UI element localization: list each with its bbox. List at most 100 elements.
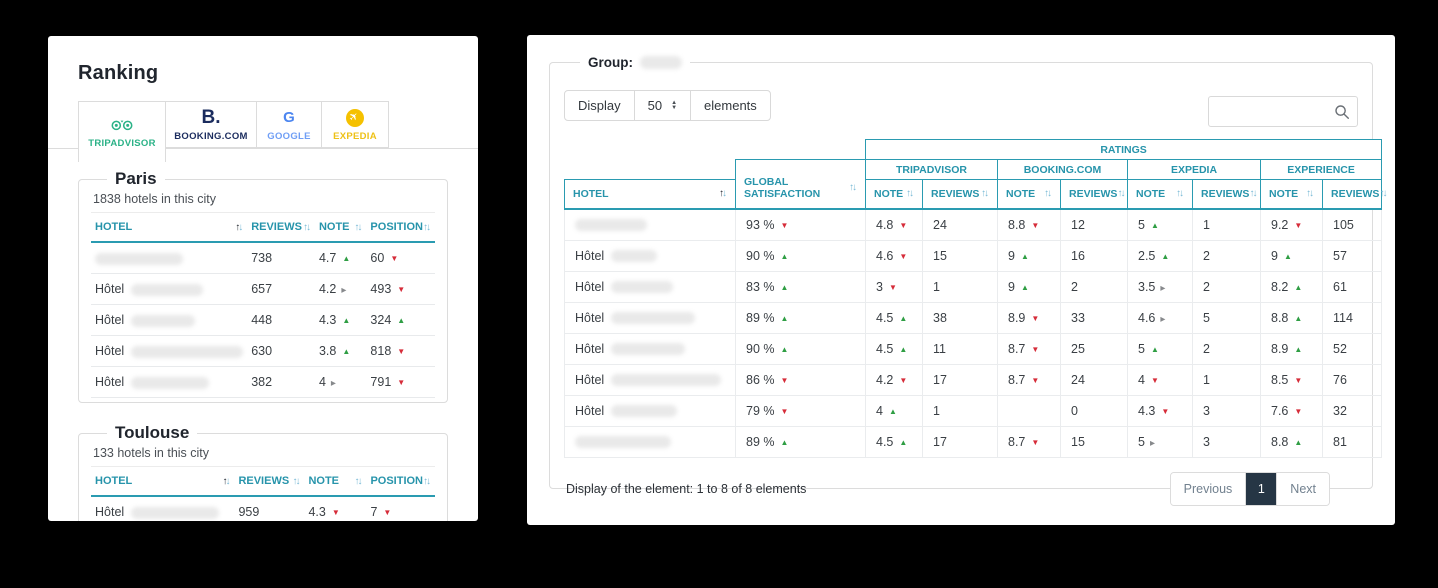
reviews-cell: 1 bbox=[1192, 208, 1261, 241]
col-header-position[interactable]: POSITION ↑↓ bbox=[366, 466, 435, 497]
cell-value: 5 bbox=[1138, 341, 1145, 356]
trend-up-icon: ▲ bbox=[1020, 282, 1029, 292]
city-subtitle: 1838 hotels in this city bbox=[93, 192, 216, 206]
trend-up-icon: ▲ bbox=[342, 347, 351, 356]
sort-icon[interactable]: ↑↓ bbox=[1249, 188, 1258, 200]
sort-icon[interactable]: ↑↓ bbox=[1379, 188, 1388, 200]
hotel-cell bbox=[564, 425, 736, 458]
tab-tripadvisor[interactable]: TRIPADVISOR bbox=[78, 101, 166, 162]
cell-value: 3 bbox=[1203, 434, 1210, 449]
sort-icon[interactable]: ↑↓ bbox=[423, 221, 431, 233]
col-header-position[interactable]: POSITION ↑↓ bbox=[366, 212, 435, 243]
col-header-reviews[interactable]: REVIEWS ↑↓ bbox=[1321, 179, 1387, 210]
trend-up-icon: ▲ bbox=[342, 254, 351, 263]
city-subtitle: 133 hotels in this city bbox=[93, 446, 210, 460]
reviews-cell: 15 bbox=[922, 239, 998, 272]
search-input[interactable] bbox=[1208, 96, 1358, 127]
note-cell: 8.7 ▼ bbox=[997, 363, 1061, 396]
redacted-hotel-name bbox=[575, 219, 647, 232]
hotel-cell: Hôtel bbox=[564, 270, 736, 303]
sort-icon[interactable]: ↑↓ bbox=[1117, 188, 1126, 200]
trend-flat-icon: ▸ bbox=[341, 285, 347, 296]
table-row: Hôtel 382 4 ▸ 791 ▼ bbox=[91, 366, 435, 398]
sort-icon[interactable]: ↑↓ bbox=[354, 221, 363, 233]
page-size-select[interactable]: 50 ▲ ▼ bbox=[633, 90, 692, 121]
col-header-reviews[interactable]: REVIEWS ↑↓ bbox=[922, 179, 998, 210]
trend-flat-icon: ▸ bbox=[1160, 313, 1166, 325]
sort-icon[interactable]: ↑↓ bbox=[292, 475, 301, 487]
sort-icon[interactable]: ↑↓ bbox=[222, 475, 231, 487]
redacted-hotel-name bbox=[611, 312, 696, 325]
sort-icon[interactable]: ↑↓ bbox=[1044, 188, 1052, 200]
redacted-hotel-name bbox=[131, 283, 204, 296]
note-cell: 3.5 ▸ bbox=[1127, 270, 1193, 303]
trend-down-icon: ▼ bbox=[397, 285, 406, 294]
col-header-reviews[interactable]: REVIEWS ↑↓ bbox=[234, 466, 305, 497]
sort-icon[interactable]: ↑↓ bbox=[354, 475, 363, 487]
cell-value: 8.8 bbox=[1008, 217, 1026, 232]
hotel-cell: Hôtel bbox=[91, 273, 248, 305]
col-header-reviews[interactable]: REVIEWS ↑↓ bbox=[1060, 179, 1128, 210]
next-page-button[interactable]: Next bbox=[1277, 472, 1329, 505]
tab-expedia[interactable]: ✈ EXPEDIA bbox=[321, 101, 389, 148]
tripadvisor-owl-icon bbox=[111, 115, 133, 135]
trend-down-icon: ▼ bbox=[1031, 344, 1040, 354]
col-header-note[interactable]: NOTE ↑↓ bbox=[865, 179, 923, 210]
sort-icon[interactable]: ↑↓ bbox=[849, 182, 857, 193]
col-label: REVIEWS bbox=[931, 187, 980, 200]
table-controls: Display 50 ▲ ▼ elements bbox=[564, 90, 1358, 127]
note-cell: 4.6 ▸ bbox=[1127, 301, 1193, 334]
note-cell: 4.2 ▸ bbox=[314, 273, 367, 305]
sort-icon[interactable]: ↑↓ bbox=[719, 188, 727, 200]
note-cell: 4.2 ▼ bbox=[865, 363, 923, 396]
reviews-cell: 25 bbox=[1060, 332, 1128, 365]
page-number-button[interactable]: 1 bbox=[1245, 472, 1278, 505]
cell-value: 4.5 bbox=[876, 341, 894, 356]
tab-booking-com[interactable]: B. BOOKING.COM bbox=[165, 101, 257, 148]
sort-icon[interactable]: ↑↓ bbox=[906, 188, 914, 200]
booking-logo-icon: B. bbox=[201, 106, 221, 128]
table-row: 89 % ▲ 4.5 ▲ 17 8.7 ▼ 15 5 ▸ 3 8.8 ▲ 81 bbox=[564, 425, 1383, 458]
sort-icon[interactable]: ↑↓ bbox=[423, 475, 431, 487]
tab-google[interactable]: G GOOGLE bbox=[256, 101, 322, 148]
trend-down-icon: ▼ bbox=[1294, 375, 1303, 385]
reviews-cell: 3 bbox=[1192, 394, 1261, 427]
sort-icon[interactable]: ↑↓ bbox=[981, 188, 989, 200]
note-value: 4.3 bbox=[308, 505, 326, 519]
col-header-hotel[interactable]: HOTEL ↑↓ bbox=[91, 466, 235, 497]
previous-page-button[interactable]: Previous bbox=[1170, 472, 1246, 505]
table-footer: Display of the element: 1 to 8 of 8 elem… bbox=[564, 471, 1358, 506]
col-header-reviews[interactable]: REVIEWS ↑↓ bbox=[247, 212, 315, 243]
col-header-note[interactable]: NOTE ↑↓ bbox=[304, 466, 367, 497]
trend-down-icon: ▼ bbox=[1161, 406, 1170, 416]
note-value: 3.8 bbox=[318, 344, 337, 358]
sort-icon[interactable]: ↑↓ bbox=[1176, 188, 1184, 200]
col-header-note[interactable]: NOTE ↑↓ bbox=[1127, 179, 1193, 210]
sort-icon[interactable]: ↑↓ bbox=[235, 221, 244, 233]
reviews-cell: 15 bbox=[1060, 425, 1128, 458]
trend-down-icon: ▼ bbox=[1031, 220, 1040, 230]
search-icon[interactable] bbox=[1334, 104, 1350, 125]
note-cell: 9.2 ▼ bbox=[1260, 208, 1323, 241]
col-header-note[interactable]: NOTE ↑↓ bbox=[1260, 179, 1323, 210]
col-header-note[interactable]: NOTE ↑↓ bbox=[997, 179, 1061, 210]
cell-value: 81 bbox=[1333, 434, 1347, 449]
table-row: Hôtel 630 3.8 ▲ 818 ▼ bbox=[91, 335, 435, 367]
sort-icon[interactable]: ↑↓ bbox=[302, 221, 311, 233]
table-row: Hôtel 90 % ▲ 4.6 ▼ 15 9 ▲ 16 2.5 ▲ 2 9 ▲ 57 bbox=[564, 239, 1383, 272]
global-satisfaction-cell: 93 % ▼ bbox=[735, 208, 866, 241]
col-header-global-satisfaction[interactable]: GLOBAL SATISFACTION ↑↓ bbox=[735, 159, 866, 210]
sort-icon[interactable]: ↑↓ bbox=[1306, 188, 1314, 200]
col-header-hotel[interactable]: HOTEL ↑↓ bbox=[564, 179, 736, 210]
reviews-cell: 32 bbox=[1321, 394, 1383, 427]
cell-value: 52 bbox=[1333, 341, 1347, 356]
col-header-reviews[interactable]: REVIEWS ↑↓ bbox=[1192, 179, 1261, 210]
cell-value: 3.5 bbox=[1138, 279, 1156, 294]
global-satisfaction-cell: 90 % ▲ bbox=[735, 239, 866, 272]
ratings-group-header: RATINGS bbox=[864, 139, 1383, 160]
col-header-note[interactable]: NOTE ↑↓ bbox=[314, 212, 367, 243]
trend-up-icon: ▲ bbox=[1283, 251, 1292, 261]
col-header-hotel[interactable]: HOTEL ↑↓ bbox=[91, 212, 248, 243]
table-row: Hôtel 657 4.2 ▸ 493 ▼ bbox=[91, 273, 435, 305]
cell-value: 4 bbox=[876, 403, 883, 418]
